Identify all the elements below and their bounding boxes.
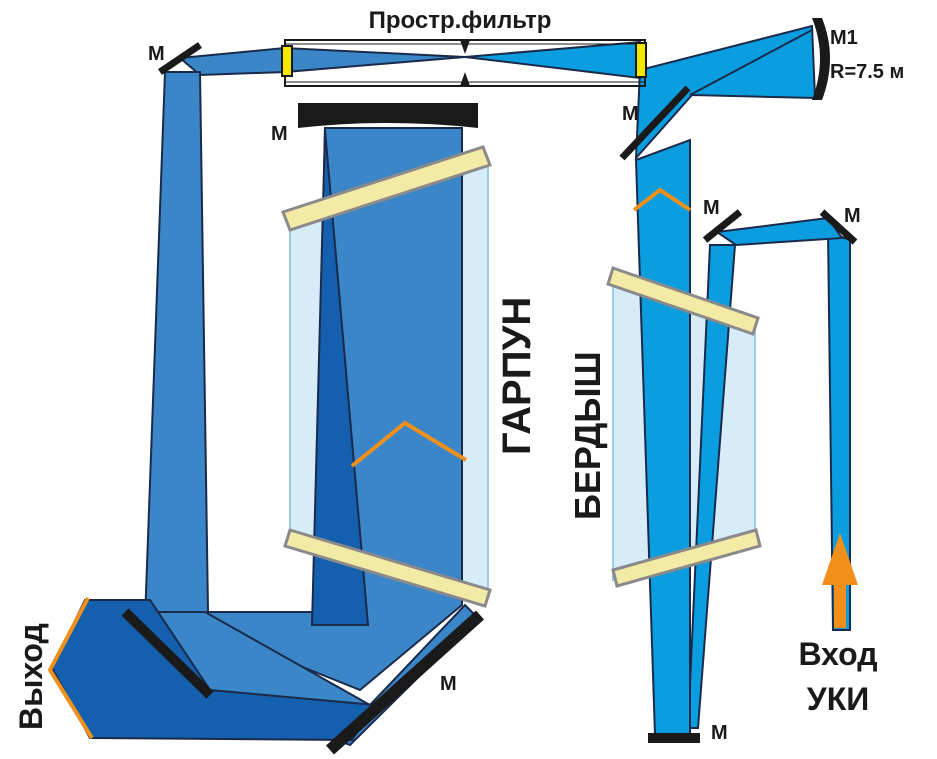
beam-top-right-horizontal xyxy=(714,216,844,247)
spatial-filter-beam-right xyxy=(464,40,641,80)
left-vertical-beam xyxy=(143,71,210,622)
mirror-label-right-1: М xyxy=(703,197,720,219)
spatial-filter-label: Простр.фильтр xyxy=(369,7,552,34)
mirror-label-bottom-right: М xyxy=(440,673,457,695)
lens-icon xyxy=(281,45,293,77)
berdysh-window-top xyxy=(606,266,760,336)
input-label-line2: УКИ xyxy=(807,681,869,717)
lens-icon xyxy=(635,42,647,78)
mirror-icon xyxy=(325,610,485,755)
mirror-icon xyxy=(648,733,700,743)
mirror-icon xyxy=(702,209,743,243)
garpun-inner-beam xyxy=(310,129,370,626)
m1-radius-label: R=7.5 м xyxy=(830,61,904,83)
chevron-icon xyxy=(632,187,692,212)
curved-mirror-icon xyxy=(298,103,478,128)
m1-label: М1 xyxy=(830,27,858,49)
berdysh-label: БЕРДЫШ xyxy=(567,351,608,520)
spatial-filter-beam-left xyxy=(284,46,466,74)
output-marker xyxy=(47,597,94,740)
berdysh-window-bottom xyxy=(611,528,762,588)
input-label-line1: Вход xyxy=(798,636,877,672)
beam-to-m1 xyxy=(634,24,817,161)
curved-mirror-icon xyxy=(812,18,830,100)
mirror-label-garpun: М xyxy=(271,123,288,145)
garpun-label: ГАРПУН xyxy=(495,297,539,455)
mirror-icon xyxy=(121,608,214,699)
mirror-label-top-left: М xyxy=(148,43,165,65)
garpun-window-bottom xyxy=(283,528,492,608)
chevron-icon xyxy=(350,420,468,468)
exit-label: Выход xyxy=(13,623,49,730)
mirror-icon xyxy=(819,209,858,245)
arrow-up-icon xyxy=(834,578,846,628)
mirror-label-fold: М xyxy=(622,103,639,125)
garpun-window-top xyxy=(281,145,492,232)
pinhole-bottom xyxy=(460,72,470,86)
arrow-up-icon xyxy=(822,533,858,585)
mirror-label-right-2: М xyxy=(844,205,861,227)
mirror-label-bottom: М xyxy=(711,722,728,744)
berdysh-pass-1 xyxy=(686,244,737,729)
mirror-icon xyxy=(158,42,202,75)
mirror-icon xyxy=(619,85,691,161)
pinhole-top xyxy=(460,40,470,54)
